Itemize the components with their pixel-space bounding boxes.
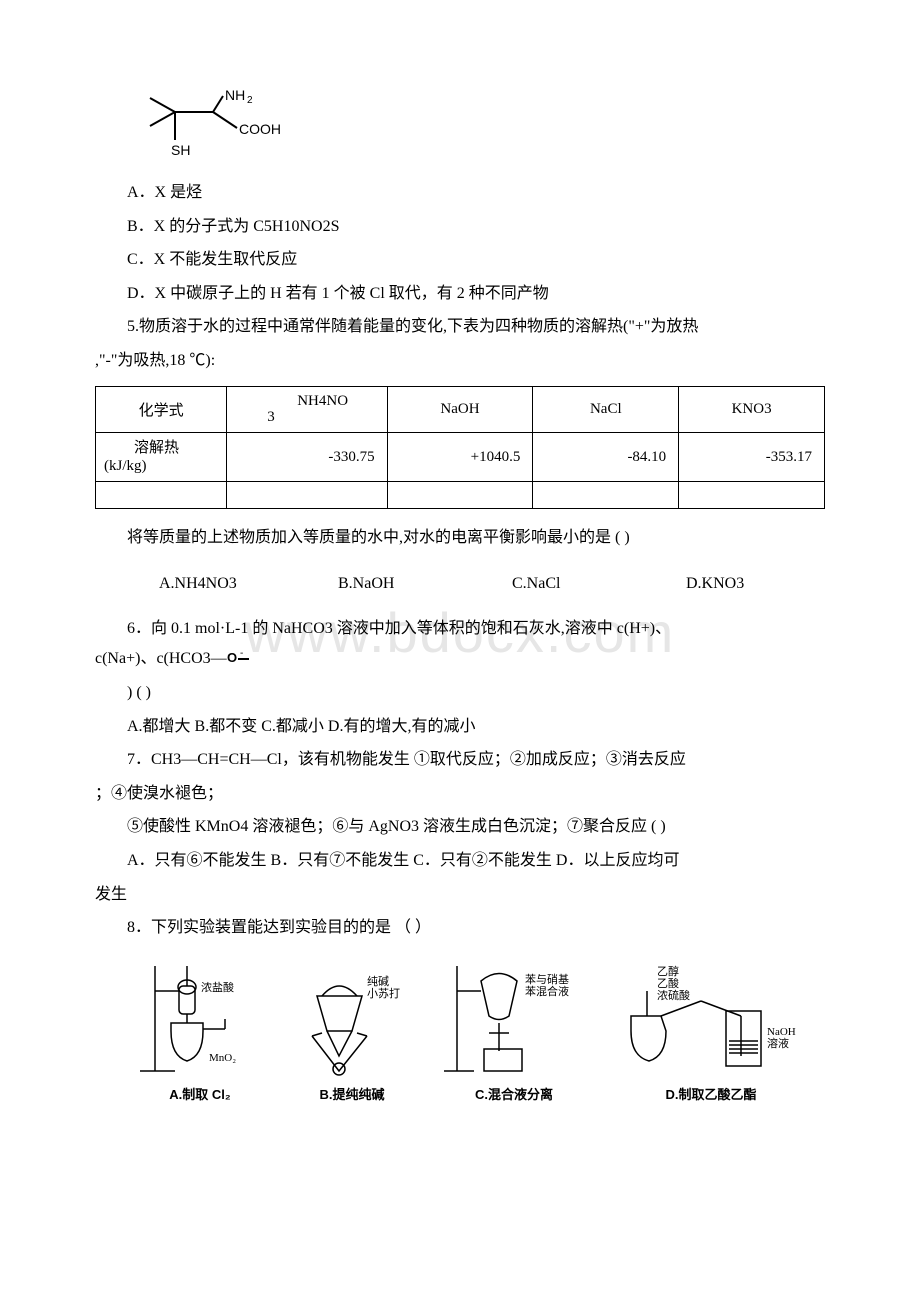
label-d-r5: 溶液: [767, 1036, 789, 1050]
td-naoh: +1040.5: [387, 433, 533, 482]
label-a-flask: MnO₂: [209, 1052, 236, 1064]
oh-fragment-icon: O -: [227, 642, 255, 672]
q4-option-b: B．X 的分子式为 C5H10NO2S: [95, 212, 825, 242]
q7-line2: ⑤使酸性 KMnO4 溶液褪色；⑥与 AgNO3 溶液生成白色沉淀；⑦聚合反应 …: [95, 812, 825, 842]
table-data-row: 溶解热(kJ/kg) -330.75 +1040.5 -84.10 -353.1…: [96, 433, 825, 482]
q8-stem: 8．下列实验装置能达到实验目的的是 （ ）: [95, 913, 825, 943]
label-d-r4: NaOH: [767, 1026, 796, 1038]
diagram-a-caption: A.制取 Cl₂: [135, 1084, 265, 1103]
th-formula: 化学式: [96, 386, 227, 433]
label-c-r1: 苯与硝基: [525, 972, 569, 986]
q6-line1b: c(Na+)、c(HCO3—: [95, 650, 227, 667]
table-empty-row: [96, 482, 825, 509]
q5-stem-line2: ,"-"为吸热,18 ℃):: [95, 346, 825, 376]
q5-choice-a: A.NH4NO3: [127, 569, 302, 599]
label-d-r2: 乙酸: [657, 976, 679, 990]
svg-text:2: 2: [247, 95, 253, 106]
q7-choices: A．只有⑥不能发生 B．只有⑦不能发生 C．只有②不能发生 D．以上反应均可: [95, 846, 825, 876]
label-a-reagent: 浓盐酸: [201, 980, 234, 994]
q6-choices: A.都增大 B.都不变 C.都减小 D.有的增大,有的减小: [95, 712, 825, 742]
q5-choice-d: D.KNO3: [654, 569, 744, 599]
dissolution-heat-table: 化学式 NH4NO3 NaOH NaCl KNO3 溶解热(kJ/kg) -33…: [95, 386, 825, 510]
diagram-d-caption: D.制取乙酸乙酯: [611, 1084, 811, 1103]
td-nacl: -84.10: [533, 433, 679, 482]
svg-text:COOH: COOH: [239, 121, 281, 137]
th-naoh: NaOH: [387, 386, 533, 433]
q5-choices: A.NH4NO3 B.NaOH C.NaCl D.KNO3: [95, 569, 825, 599]
q5-choice-c: C.NaCl: [480, 569, 650, 599]
th-nacl: NaCl: [533, 386, 679, 433]
molecule-structure: NH 2 COOH SH: [145, 90, 825, 160]
q6-stem: 6．向 0.1 mol·L-1 的 NaHCO3 溶液中加入等体积的饱和石灰水,…: [95, 614, 825, 644]
q7-line1: 7．CH3—CH=CH—Cl，该有机物能发生 ①取代反应；②加成反应；③消去反应: [95, 745, 825, 775]
label-c-r2: 苯混合液: [525, 984, 569, 998]
q4-option-c: C．X 不能发生取代反应: [95, 245, 825, 275]
diagram-a: 浓盐酸 MnO₂ A.制取 Cl₂: [135, 961, 265, 1103]
label-d-r1: 乙醇: [657, 964, 679, 978]
q7-line1b: ；④使溴水褪色；: [95, 779, 825, 809]
svg-text:NH: NH: [225, 90, 245, 103]
label-d-r3: 浓硫酸: [657, 988, 690, 1002]
label-b-r1: 纯碱: [367, 975, 389, 988]
svg-text:SH: SH: [171, 142, 190, 158]
label-b-r2: 小苏打: [367, 986, 400, 1000]
apparatus-diagrams: 浓盐酸 MnO₂ A.制取 Cl₂ 纯: [135, 961, 825, 1103]
td-nh4no3: -330.75: [227, 433, 387, 482]
td-kno3: -353.17: [679, 433, 825, 482]
svg-text:O: O: [227, 650, 237, 665]
th-nh4no3: NH4NO3: [227, 386, 387, 433]
svg-text:-: -: [240, 648, 243, 659]
q5-tail: 将等质量的上述物质加入等质量的水中,对水的电离平衡影响最小的是 ( ): [95, 523, 825, 553]
q7-choices-b: 发生: [95, 880, 825, 910]
table-header-row: 化学式 NH4NO3 NaOH NaCl KNO3: [96, 386, 825, 433]
q4-option-a: A．X 是烃: [95, 178, 825, 208]
q6-paren: ) ( ): [95, 678, 825, 708]
diagram-c-caption: C.混合液分离: [439, 1084, 589, 1103]
diagram-d: 乙醇 乙酸 浓硫酸 NaOH 溶液 D.制取乙酸乙酯: [611, 961, 811, 1103]
diagram-c: 苯与硝基 苯混合液 C.混合液分离: [439, 961, 589, 1103]
q6-line1a: 6．向 0.1 mol·L-1 的 NaHCO3 溶液中加入等体积的饱和石灰水,…: [127, 620, 671, 637]
td-heat-label: 溶解热(kJ/kg): [96, 433, 227, 482]
q4-option-d: D．X 中碳原子上的 H 若有 1 个被 Cl 取代，有 2 种不同产物: [95, 279, 825, 309]
q5-stem-line1: 5.物质溶于水的过程中通常伴随着能量的变化,下表为四种物质的溶解热("+"为放热: [95, 312, 825, 342]
diagram-b-caption: B.提纯纯碱: [287, 1084, 417, 1103]
q6-line2-wrap: c(Na+)、c(HCO3— O -: [95, 644, 825, 674]
q5-choice-b: B.NaOH: [306, 569, 476, 599]
th-kno3: KNO3: [679, 386, 825, 433]
diagram-b: 纯碱 小苏打 B.提纯纯碱: [287, 961, 417, 1103]
